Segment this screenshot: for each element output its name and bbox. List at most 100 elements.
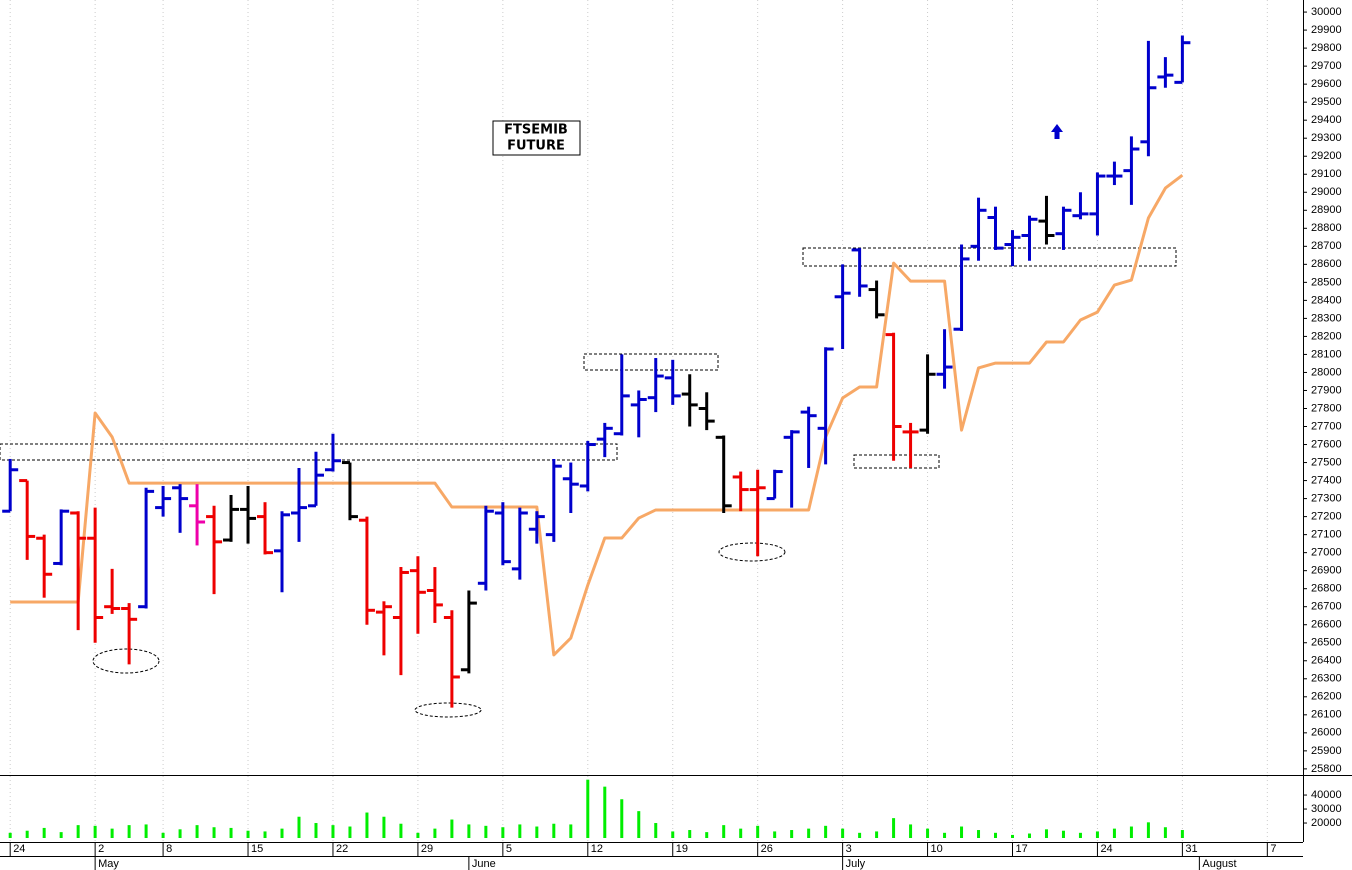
volume-bar (824, 825, 828, 838)
volume-bar (1044, 829, 1048, 838)
volume-bar (450, 819, 454, 838)
volume-bar (161, 832, 165, 838)
volume-bar (212, 827, 216, 838)
volume-bar (484, 825, 488, 838)
y-tick-label: 28300 (1311, 312, 1342, 324)
y-tick-label: 25900 (1311, 745, 1342, 757)
y-tick-label: 29600 (1311, 78, 1342, 90)
chart-title: FUTURE (507, 139, 565, 154)
volume-bar (1078, 832, 1082, 838)
volume-bar (722, 825, 726, 838)
y-tick-label: 26600 (1311, 619, 1342, 631)
x-tick-label: 31 (1185, 843, 1197, 855)
y-tick-label: 27900 (1311, 384, 1342, 396)
volume-bar (569, 824, 573, 838)
indicator-line (10, 173, 1184, 657)
volume-bar (42, 827, 46, 838)
volume-bar (688, 830, 692, 838)
volume-bar (144, 824, 148, 838)
y-tick-label: 29100 (1311, 168, 1342, 180)
volume-bar (433, 828, 437, 838)
month-label: August (1202, 858, 1236, 870)
volume-bar (994, 832, 998, 838)
volume-bar (1112, 828, 1116, 838)
x-tick-label: 3 (846, 843, 852, 855)
y-tick-label: 30000 (1311, 803, 1342, 815)
volume-bar (637, 811, 641, 838)
x-tick-label: 24 (1100, 843, 1112, 855)
low-ellipse (414, 702, 482, 718)
x-tick-label: 2 (98, 843, 104, 855)
y-tick-label: 27600 (1311, 438, 1342, 450)
x-tick-label: 10 (931, 843, 943, 855)
volume-bar (416, 832, 420, 838)
y-tick-label: 29800 (1311, 42, 1342, 54)
volume-bar (841, 828, 845, 838)
y-tick-label: 20000 (1311, 817, 1342, 829)
volume-bar (943, 832, 947, 838)
chart-title: FTSEMIB (504, 123, 568, 138)
y-tick-label: 29700 (1311, 60, 1342, 72)
x-tick-label: 29 (421, 843, 433, 855)
y-tick-label: 27500 (1311, 456, 1342, 468)
volume-bar (76, 825, 80, 838)
volume-bar (93, 825, 97, 838)
volume-bar (535, 826, 539, 838)
volume-bar (654, 823, 658, 838)
x-tick-label: 24 (13, 843, 25, 855)
volume-bar (1163, 827, 1167, 838)
y-tick-label: 27800 (1311, 402, 1342, 414)
volume-bar (59, 832, 63, 838)
y-tick-label: 28500 (1311, 276, 1342, 288)
y-tick-label: 28600 (1311, 258, 1342, 270)
volume-bar (348, 826, 352, 838)
resistance-box (802, 247, 1177, 267)
y-tick-label: 29500 (1311, 96, 1342, 108)
y-tick-label: 29900 (1311, 24, 1342, 36)
y-tick-label: 29300 (1311, 132, 1342, 144)
volume-bar (1095, 831, 1099, 838)
y-tick-label: 26800 (1311, 583, 1342, 595)
volume-bar (552, 823, 556, 838)
y-tick-label: 28000 (1311, 366, 1342, 378)
x-tick-label: 8 (166, 843, 172, 855)
y-tick-label: 26700 (1311, 601, 1342, 613)
volume-bar (229, 827, 233, 838)
volume-bar (467, 824, 471, 838)
y-tick-label: 26200 (1311, 691, 1342, 703)
y-tick-label: 26300 (1311, 673, 1342, 685)
resistance-box (0, 443, 618, 461)
y-tick-label: 28100 (1311, 348, 1342, 360)
y-tick-label: 27100 (1311, 529, 1342, 541)
volume-bar (501, 827, 505, 838)
month-label: June (472, 858, 496, 870)
volume-bar (909, 824, 913, 838)
y-tick-label: 27700 (1311, 420, 1342, 432)
x-tick-label: 7 (1270, 843, 1276, 855)
volume-bar (1129, 826, 1133, 838)
volume-bar (195, 825, 199, 838)
month-label: July (846, 858, 866, 870)
y-tick-label: 26900 (1311, 565, 1342, 577)
x-tick-label: 26 (761, 843, 773, 855)
volume-bar (399, 823, 403, 838)
volume-bar (280, 828, 284, 838)
x-tick-label: 12 (591, 843, 603, 855)
title-box (492, 120, 581, 156)
y-tick-label: 28800 (1311, 222, 1342, 234)
y-tick-label: 28400 (1311, 294, 1342, 306)
y-tick-label: 28700 (1311, 240, 1342, 252)
y-tick-label: 26400 (1311, 655, 1342, 667)
y-tick-label: 26500 (1311, 637, 1342, 649)
volume-bar (1180, 830, 1184, 838)
volume-bar (960, 826, 964, 838)
volume-bar (739, 828, 743, 838)
volume-bar (314, 823, 318, 838)
volume-bar (892, 818, 896, 838)
support-box (853, 454, 940, 469)
x-tick-label: 15 (251, 843, 263, 855)
low-ellipse (718, 542, 786, 562)
volume-bar (246, 830, 250, 838)
low-ellipse (92, 648, 160, 674)
